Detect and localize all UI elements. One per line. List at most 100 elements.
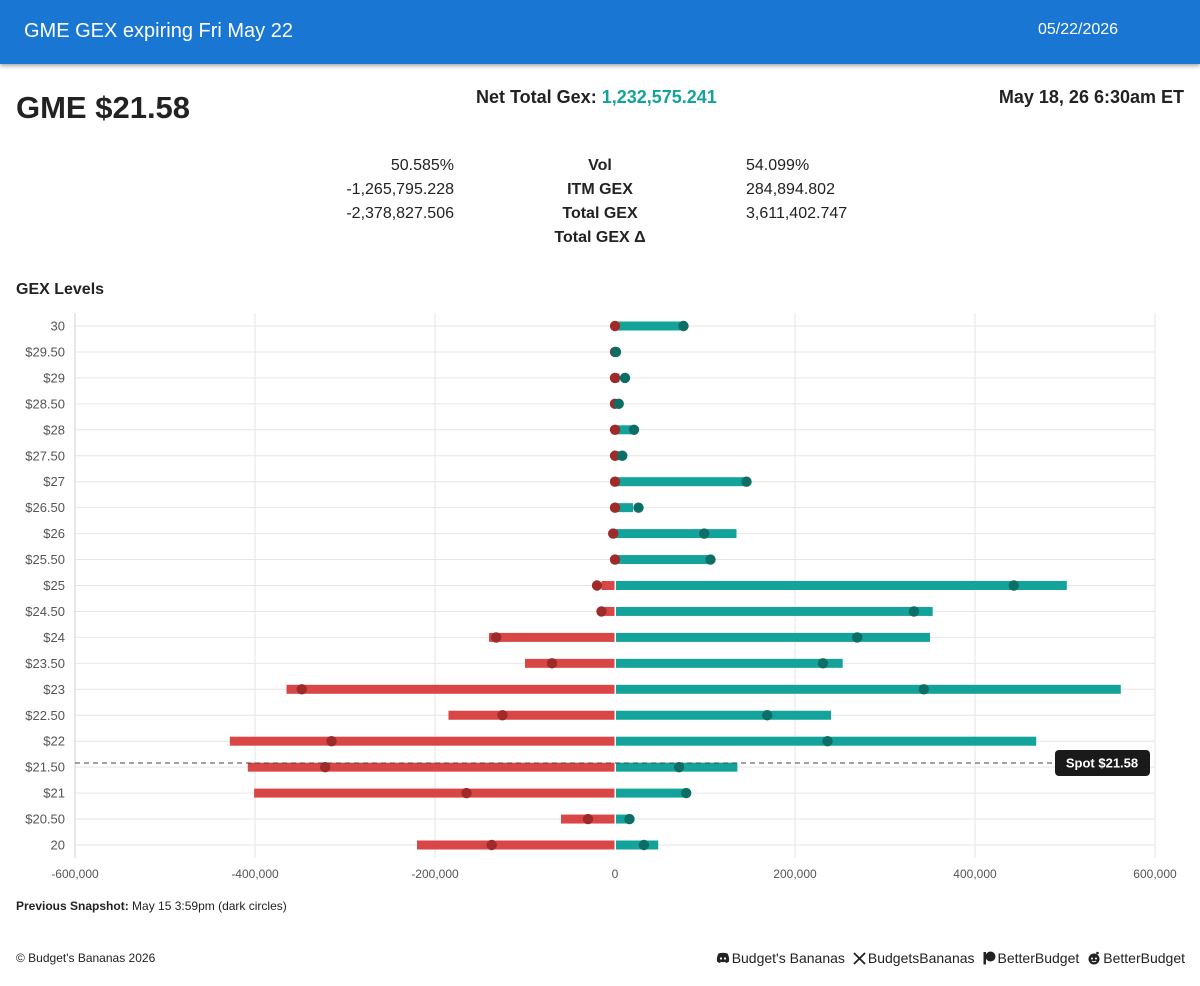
previous-negative-dot: [609, 502, 621, 513]
previous-negative-dot: [591, 580, 603, 591]
y-tick-label: $28: [43, 422, 65, 437]
expiry-date: 05/22/2026: [1038, 21, 1119, 38]
y-tick-label: 30: [51, 319, 65, 334]
gex-levels-title: GEX Levels: [16, 281, 105, 298]
stat-label: Vol: [588, 157, 612, 174]
patreon-label: BetterBudget: [997, 950, 1080, 966]
previous-negative-dot: [326, 736, 337, 747]
reddit-icon: [1088, 951, 1100, 965]
y-tick-label: $20.50: [25, 812, 65, 827]
y-tick-label: 20: [51, 838, 65, 853]
negative-gex-bar: [417, 840, 615, 850]
negative-gex-bar: [604, 606, 615, 616]
y-tick-label: $22: [43, 734, 65, 749]
previous-positive-dot: [628, 424, 640, 435]
positive-gex-bar: [616, 555, 710, 565]
y-tick-label: $25: [43, 578, 65, 593]
previous-positive-dot: [741, 476, 752, 487]
previous-negative-dot: [609, 320, 621, 332]
negative-gex-bar: [448, 710, 615, 720]
previous-positive-dot: [681, 787, 692, 799]
positive-gex-bar: [616, 425, 633, 435]
previous-positive-dot: [852, 632, 863, 643]
negative-gex-bar: [254, 788, 615, 798]
y-tick-label: $23: [43, 682, 65, 697]
previous-positive-dot: [613, 398, 624, 410]
x-tick-label: -600,000: [51, 867, 99, 881]
previous-positive-dot: [908, 606, 920, 617]
patreon-icon: [983, 951, 996, 965]
negative-gex-bar: [489, 632, 615, 642]
stat-left-value: -1,265,795.228: [346, 181, 454, 198]
positive-gex-bar: [616, 814, 629, 824]
previous-negative-dot: [582, 813, 594, 825]
y-tick-label: $23.50: [25, 656, 65, 671]
positive-gex-bar: [616, 840, 659, 850]
stat-left-value: -2,378,827.506: [346, 205, 454, 222]
ticker-price: GME $21.58: [16, 90, 191, 125]
x-tick-label: 400,000: [953, 867, 997, 881]
negative-gex-bar: [601, 581, 615, 590]
stat-label: Total GEX: [562, 205, 638, 222]
positive-gex-bar: [616, 321, 683, 331]
previous-positive-dot: [822, 736, 833, 747]
previous-snapshot-note: Previous Snapshot: May 15 3:59pm (dark c…: [16, 899, 287, 913]
previous-snapshot-label: Previous Snapshot:: [16, 899, 129, 913]
positive-gex-bar: [616, 503, 633, 513]
y-tick-label: $21.50: [25, 760, 65, 775]
previous-positive-dot: [617, 450, 628, 461]
discord-link[interactable]: Budget's Bananas: [716, 950, 845, 966]
update-timestamp: May 18, 26 6:30am ET: [998, 87, 1184, 107]
negative-gex-bar: [286, 684, 615, 694]
positive-gex-bar: [616, 788, 686, 798]
discord-icon: [716, 952, 729, 963]
negative-gex-bar: [229, 736, 616, 746]
x-icon: [853, 951, 866, 965]
previous-negative-dot: [320, 761, 331, 773]
previous-positive-dot: [624, 813, 635, 825]
previous-negative-dot: [608, 528, 619, 539]
stat-label: Total GEX Δ: [554, 229, 646, 246]
stat-left-value: 50.585%: [390, 157, 454, 174]
previous-negative-dot: [609, 554, 621, 565]
x-tick-label: 600,000: [1133, 867, 1177, 881]
app-title: GME GEX expiring Fri May 22: [24, 20, 293, 42]
positive-gex-bar: [616, 606, 933, 616]
y-tick-label: $27: [43, 474, 65, 489]
previous-negative-dot: [546, 658, 558, 669]
previous-negative-dot: [461, 787, 472, 799]
reddit-link[interactable]: BetterBudget: [1087, 950, 1185, 966]
spot-label: Spot $21.58: [1066, 755, 1138, 770]
positive-gex-bar: [616, 581, 1067, 590]
y-tick-label: $24: [43, 630, 65, 645]
previous-negative-dot: [609, 424, 621, 435]
y-tick-label: $27.50: [25, 448, 65, 463]
y-tick-label: $26.50: [25, 500, 65, 515]
net-total-gex: Net Total Gex: 1,232,575.241: [476, 87, 717, 108]
positive-gex-bar: [616, 529, 737, 539]
previous-negative-dot: [596, 606, 607, 617]
previous-positive-dot: [699, 528, 710, 539]
previous-positive-dot: [762, 710, 773, 721]
previous-positive-dot: [633, 502, 644, 513]
previous-positive-dot: [817, 658, 829, 669]
x-tick-label: -400,000: [231, 867, 279, 881]
positive-gex-bar: [616, 710, 831, 720]
stat-right-value: 3,611,402.747: [746, 205, 848, 222]
positive-gex-bar: [616, 658, 843, 668]
net-total-gex-label: Net Total Gex:: [476, 87, 597, 107]
gex-levels-chart: 30 $29.50 $29 $28.50 $28 $27.50 $27 $26.50 $26 $2…: [25, 313, 1177, 881]
x-link[interactable]: BudgetsBananas: [853, 950, 975, 966]
positive-gex-bar: [616, 684, 1121, 694]
x-tick-label: -200,000: [411, 867, 459, 881]
spot-label-box: [1055, 749, 1150, 776]
positive-gex-bar: [616, 477, 746, 487]
app-bar: GME GEX expiring Fri May 22 05/22/2026: [0, 0, 1200, 64]
patreon-link[interactable]: BetterBudget: [983, 950, 1080, 966]
y-tick-label: $21: [43, 786, 65, 801]
net-total-gex-value: 1,232,575.241: [601, 87, 717, 107]
stat-label: ITM GEX: [567, 181, 633, 198]
negative-gex-bar: [525, 658, 615, 668]
previous-positive-dot: [918, 684, 929, 695]
social-links: Budget's Bananas BudgetsBananas BetterBu…: [716, 950, 1185, 966]
